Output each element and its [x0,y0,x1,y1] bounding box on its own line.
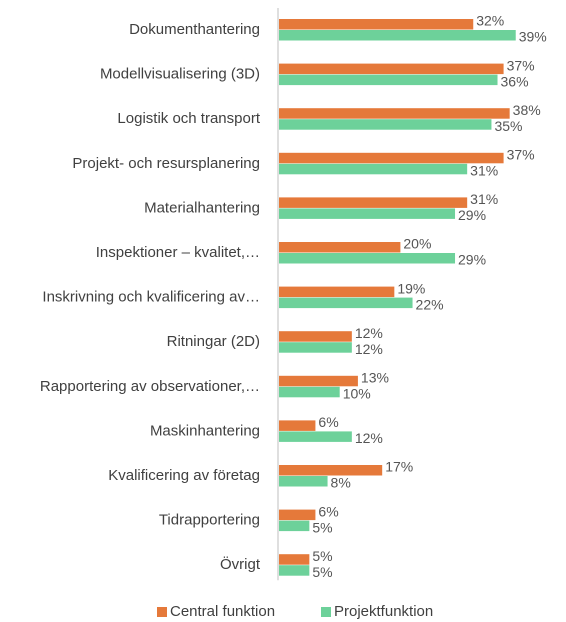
category-label: Kvalificering av företag [108,467,260,484]
value-label: 8% [331,475,351,491]
bar [279,431,352,442]
legend-swatch [321,607,331,617]
bar [279,119,492,130]
value-label: 20% [403,236,431,252]
value-label: 37% [507,147,535,163]
bar [279,386,340,398]
bar [279,465,383,476]
value-label: 17% [385,459,413,475]
value-label: 37% [507,57,535,73]
category-label: Rapportering av observationer,… [40,378,260,395]
bar [279,565,310,576]
bar [279,108,510,119]
value-label: 5% [312,519,332,535]
category-label: Övrigt [220,555,261,573]
value-label: 5% [312,564,332,580]
value-label: 6% [318,503,338,519]
bar [279,152,504,164]
bar [279,74,498,86]
bar [279,297,413,309]
category-label: Logistik och transport [117,110,260,127]
category-label: Modellvisualisering (3D) [100,66,260,83]
legend-label: Projektfunktion [334,603,433,620]
bar [279,331,352,342]
value-label: 29% [458,252,486,268]
category-label: Dokumenthantering [129,21,260,38]
bar [279,509,316,521]
bar [279,30,516,41]
value-label: 10% [343,386,371,402]
value-label: 29% [458,207,486,223]
value-label: 5% [312,548,332,564]
bar [279,197,468,208]
value-label: 12% [355,341,383,357]
legend-label: Central funktion [170,603,275,620]
bar [279,554,310,565]
bar [279,163,468,175]
value-label: 13% [361,370,389,386]
bar [279,342,352,353]
category-label: Projekt- och resursplanering [72,155,260,172]
category-label: Ritningar (2D) [167,333,260,350]
bar [279,420,316,431]
value-label: 31% [470,191,498,207]
bar [279,208,456,219]
bar [279,476,328,487]
category-label: Maskinhantering [150,422,260,439]
value-label: 12% [355,325,383,341]
value-label: 19% [397,280,425,296]
value-label: 31% [470,163,498,179]
value-label: 12% [355,430,383,446]
category-label: Inspektioner – kvalitet,… [96,244,260,261]
category-label: Materialhantering [144,199,260,216]
bar [279,19,474,30]
bar [279,242,401,253]
legend-swatch [157,607,167,617]
value-label: 38% [513,102,541,118]
value-label: 32% [476,13,504,29]
value-label: 36% [501,73,529,89]
bar [279,286,395,298]
category-label: Tidrapportering [159,512,260,529]
bar [279,520,310,532]
bar [279,375,358,387]
value-label: 6% [318,414,338,430]
value-label: 35% [494,118,522,134]
value-label: 39% [519,29,547,45]
bar [279,253,456,264]
category-label: Inskrivning och kvalificering av… [42,289,260,306]
value-label: 22% [416,296,444,312]
bar [279,63,504,75]
